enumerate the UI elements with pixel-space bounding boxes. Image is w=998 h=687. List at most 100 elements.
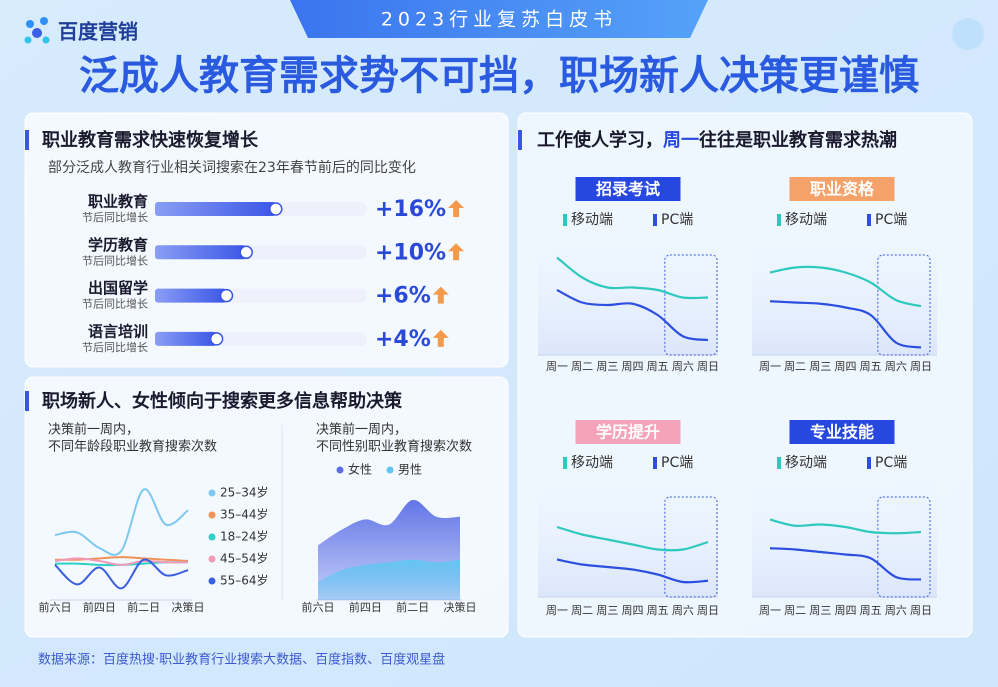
- category-note: 节后同比增长: [82, 253, 148, 267]
- panel-title: 职场新人、女性倾向于搜索更多信息帮助决策: [42, 390, 403, 412]
- chart-title: 学历提升: [596, 423, 660, 442]
- legend-swatch: [386, 466, 394, 474]
- category-note: 节后同比增长: [82, 340, 148, 354]
- x-tick-label: 周一: [546, 360, 568, 373]
- x-tick-label: 周日: [697, 360, 719, 373]
- area: [318, 559, 460, 600]
- x-tick-label: 周一: [759, 360, 781, 373]
- panel-title: 职业教育需求快速恢复增长: [42, 129, 259, 151]
- category-label: 学历教育: [88, 236, 148, 254]
- line: [556, 289, 709, 342]
- x-tick-label: 决策日: [172, 600, 205, 614]
- legend-label: PC端: [875, 455, 907, 471]
- x-tick-label: 周四: [622, 604, 644, 617]
- legend-swatch: [653, 457, 657, 469]
- plot-area: [538, 225, 718, 355]
- footer: 数据来源：百度热搜·职业教育行业搜索大数据、百度指数、百度观星盘: [38, 652, 445, 668]
- line: [769, 518, 922, 535]
- bar: [155, 288, 227, 303]
- legend-label: 35–44岁: [220, 507, 269, 522]
- decor: [952, 18, 984, 50]
- bar-knob: [219, 288, 234, 303]
- value-label: +6%: [375, 284, 431, 309]
- banner-text: 2023行业复苏白皮书: [381, 9, 617, 31]
- legend-swatch: [777, 214, 781, 226]
- x-tick-label: 周五: [860, 360, 882, 373]
- x-tick-label: 周二: [571, 360, 593, 373]
- brand: 百度营销: [58, 20, 138, 44]
- legend-swatch: [336, 466, 344, 474]
- plot-area: [538, 467, 718, 597]
- title-bar: [518, 130, 522, 150]
- legend-swatch: [208, 577, 216, 585]
- panel-subtitle: 部分泛成人教育行业相关词搜索在23年春节前后的同比变化: [48, 159, 416, 176]
- category-label: 出国留学: [88, 279, 148, 297]
- legend-label: 移动端: [785, 455, 827, 471]
- x-tick-label: 周二: [784, 604, 806, 617]
- bar: [155, 202, 276, 216]
- panel: [24, 112, 509, 368]
- chart-badge: [789, 177, 895, 201]
- x-tick-label: 周六: [672, 360, 694, 373]
- x-tick-label: 前四日: [349, 600, 382, 614]
- x-tick-label: 前六日: [39, 600, 72, 614]
- x-tick-label: 周三: [596, 604, 618, 617]
- line: [54, 558, 189, 590]
- chart-badge: [575, 177, 681, 201]
- category-label: 语言培训: [88, 322, 148, 340]
- arrow-icon: [432, 329, 449, 347]
- legend-label: PC端: [875, 212, 907, 228]
- legend-label: 55–64岁: [220, 573, 269, 588]
- banner: [290, 0, 708, 38]
- title-part: 工作使人学习，: [537, 129, 663, 151]
- bar-knob: [239, 245, 253, 260]
- x-tick-label: 周二: [784, 360, 806, 373]
- arrow-icon: [432, 286, 449, 304]
- bar: [155, 331, 217, 346]
- line: [556, 558, 709, 584]
- x-tick-label: 周日: [697, 604, 719, 617]
- legend-label: 45–54岁: [220, 551, 269, 566]
- legend-label: PC端: [661, 455, 693, 471]
- line: [556, 525, 709, 552]
- legend-swatch: [563, 214, 567, 226]
- value-label: +4%: [375, 327, 431, 352]
- legend-label: 男性: [398, 463, 422, 477]
- line: [54, 556, 189, 562]
- x-tick-label: 前二日: [396, 600, 429, 614]
- x-tick-label: 前四日: [83, 600, 116, 614]
- line: [769, 300, 922, 349]
- arrow-icon: [448, 200, 465, 217]
- x-tick-label: 周六: [885, 604, 907, 617]
- bar-knob: [269, 202, 283, 216]
- line: [769, 265, 922, 308]
- logo: [24, 17, 50, 44]
- line: [54, 488, 189, 556]
- x-tick-label: 周日: [910, 360, 932, 373]
- x-tick-label: 周四: [835, 360, 857, 373]
- title-bar: [25, 130, 29, 150]
- x-tick-label: 周三: [596, 360, 618, 373]
- x-tick-label: 周六: [885, 360, 907, 373]
- value-label: +16%: [375, 197, 446, 222]
- x-tick-label: 周四: [835, 604, 857, 617]
- legend-swatch: [208, 533, 216, 541]
- title-part: 往往是职业教育需求热潮: [699, 129, 897, 151]
- chart-title: 招录考试: [596, 180, 660, 199]
- legend-swatch: [563, 457, 567, 469]
- chart-badge: [789, 420, 895, 444]
- legend-label: 移动端: [571, 212, 613, 228]
- line: [556, 256, 709, 300]
- legend-label: 移动端: [571, 455, 613, 471]
- x-tick-label: 周一: [546, 604, 568, 617]
- x-tick-label: 周三: [809, 360, 831, 373]
- legend-swatch: [867, 457, 871, 469]
- highlight-box: [664, 496, 718, 598]
- legend-label: 18–24岁: [220, 529, 269, 544]
- panel-title: 工作使人学习，周一往往是职业教育需求热潮: [537, 129, 897, 151]
- legend-label: PC端: [661, 212, 693, 228]
- chart-subtitle: 不同年龄段职业教育搜索次数: [48, 439, 217, 455]
- plot-area: [752, 225, 937, 355]
- chart-title: 专业技能: [810, 423, 874, 442]
